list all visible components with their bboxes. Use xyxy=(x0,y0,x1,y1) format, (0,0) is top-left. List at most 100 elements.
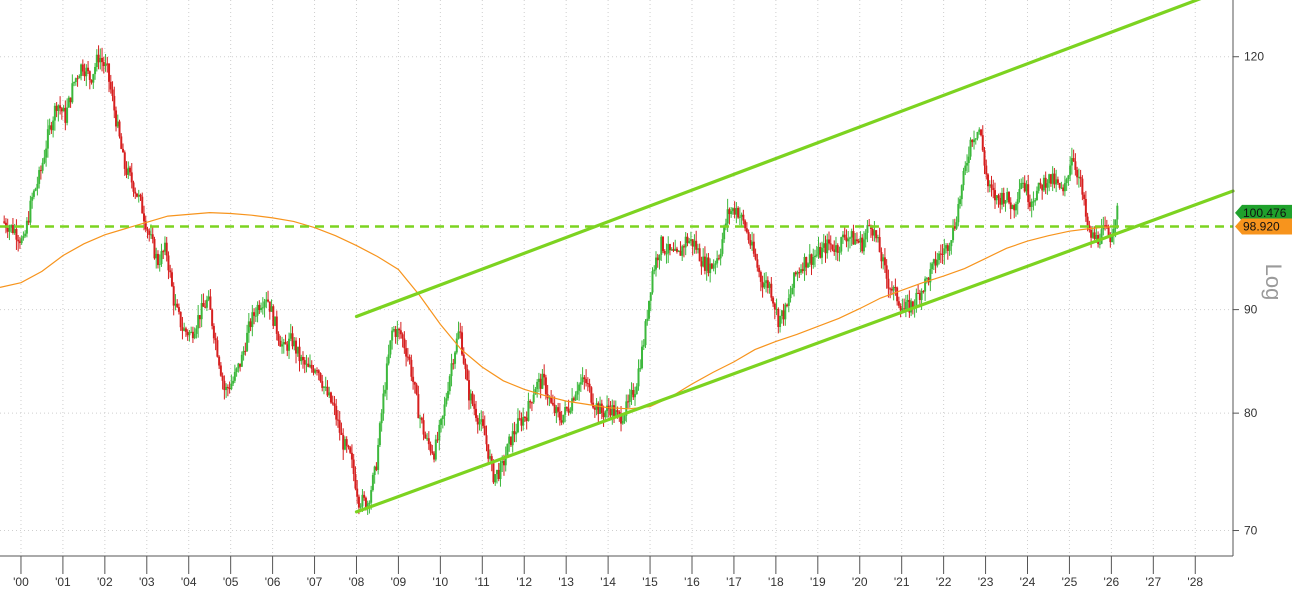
candle-body xyxy=(903,308,906,310)
candle-body xyxy=(618,412,621,415)
x-tick-label: '15 xyxy=(642,575,658,589)
candle-body xyxy=(981,135,984,151)
candle-body xyxy=(539,378,542,389)
candle-body xyxy=(578,384,581,391)
candle-body xyxy=(850,231,853,238)
candle-body xyxy=(1081,178,1084,195)
candle-body xyxy=(1007,192,1010,203)
candle-body xyxy=(146,229,149,231)
candle-body xyxy=(155,253,158,259)
candle-body xyxy=(256,304,259,316)
candle-body xyxy=(359,506,362,508)
candle-body xyxy=(758,267,761,273)
candle-body xyxy=(83,71,86,77)
candle-body xyxy=(116,121,119,127)
candle-body xyxy=(759,272,762,282)
log-scale-label: Log xyxy=(1261,264,1286,301)
channel-line-lower xyxy=(354,189,1235,514)
candle-body xyxy=(39,170,42,172)
candle-body xyxy=(420,417,423,421)
candle-body xyxy=(959,199,962,204)
candle-body xyxy=(326,386,329,396)
candle-body xyxy=(1067,175,1070,180)
candle-body xyxy=(548,397,551,399)
candle-body xyxy=(305,363,308,365)
candle-body xyxy=(232,380,235,384)
candle-body xyxy=(854,239,857,245)
candle-body xyxy=(995,195,998,201)
candle-body xyxy=(221,375,224,381)
candle-body xyxy=(1016,199,1019,205)
candle-body xyxy=(209,296,212,310)
candle-body xyxy=(827,239,830,244)
x-tick-label: '02 xyxy=(97,575,113,589)
candle-body xyxy=(803,256,806,272)
candle-body xyxy=(396,328,399,337)
candle-body xyxy=(190,331,193,333)
last-value-tag: 98.920 xyxy=(1235,218,1292,235)
candle-body xyxy=(373,466,376,475)
candle-body xyxy=(765,280,768,284)
candle-body xyxy=(740,214,743,217)
candle-body xyxy=(349,447,352,453)
candle-body xyxy=(123,152,126,169)
candle-body xyxy=(501,460,504,464)
candle-body xyxy=(160,251,163,265)
candle-body xyxy=(728,209,731,215)
channel-lines xyxy=(0,0,1235,514)
candle-body xyxy=(1032,201,1035,203)
candle-body xyxy=(777,308,780,327)
candle-body xyxy=(468,380,471,401)
candle-body xyxy=(403,338,406,349)
candle-body xyxy=(581,377,584,383)
candle-body xyxy=(738,216,741,218)
candle-body xyxy=(840,237,843,252)
candle-body xyxy=(812,257,815,265)
candle-body xyxy=(1091,232,1094,238)
candle-body xyxy=(882,257,885,262)
candle-body xyxy=(473,403,476,409)
candle-body xyxy=(999,197,1002,205)
candle-body xyxy=(17,239,20,242)
candle-body xyxy=(296,346,299,354)
candle-body xyxy=(793,272,796,288)
candle-body xyxy=(941,253,944,255)
candle-body xyxy=(821,247,823,258)
candle-body xyxy=(207,296,210,300)
x-tick-label: '17 xyxy=(726,575,742,589)
candle-body xyxy=(333,403,336,406)
candle-body xyxy=(918,293,921,301)
candle-body xyxy=(864,232,867,240)
x-tick-label: '21 xyxy=(894,575,910,589)
candle-body xyxy=(300,357,303,362)
candle-body xyxy=(1014,204,1017,211)
candle-body xyxy=(87,67,90,72)
x-tick-label: '23 xyxy=(978,575,994,589)
candle-body xyxy=(67,97,70,108)
candle-body xyxy=(653,269,656,272)
candle-body xyxy=(1000,192,1003,205)
candle-body xyxy=(445,398,448,405)
candle-body xyxy=(225,386,228,391)
candle-body xyxy=(204,306,207,308)
candle-body xyxy=(85,67,88,77)
candle-body xyxy=(938,253,941,261)
candle-body xyxy=(679,250,682,256)
candle-body xyxy=(564,407,567,415)
candle-body xyxy=(551,402,554,405)
candle-body xyxy=(971,139,974,143)
candle-body xyxy=(41,162,44,171)
candle-body xyxy=(927,277,930,283)
candle-body xyxy=(562,414,565,423)
candle-body xyxy=(102,61,105,67)
candle-body xyxy=(3,221,6,223)
candle-body xyxy=(847,238,850,242)
candle-body xyxy=(606,405,609,412)
candle-body xyxy=(696,248,699,250)
candle-body xyxy=(506,443,509,457)
candle-body xyxy=(1107,227,1110,237)
candle-body xyxy=(195,328,198,334)
candle-body xyxy=(1084,199,1087,217)
candle-body xyxy=(565,407,568,409)
candle-body xyxy=(469,393,472,401)
